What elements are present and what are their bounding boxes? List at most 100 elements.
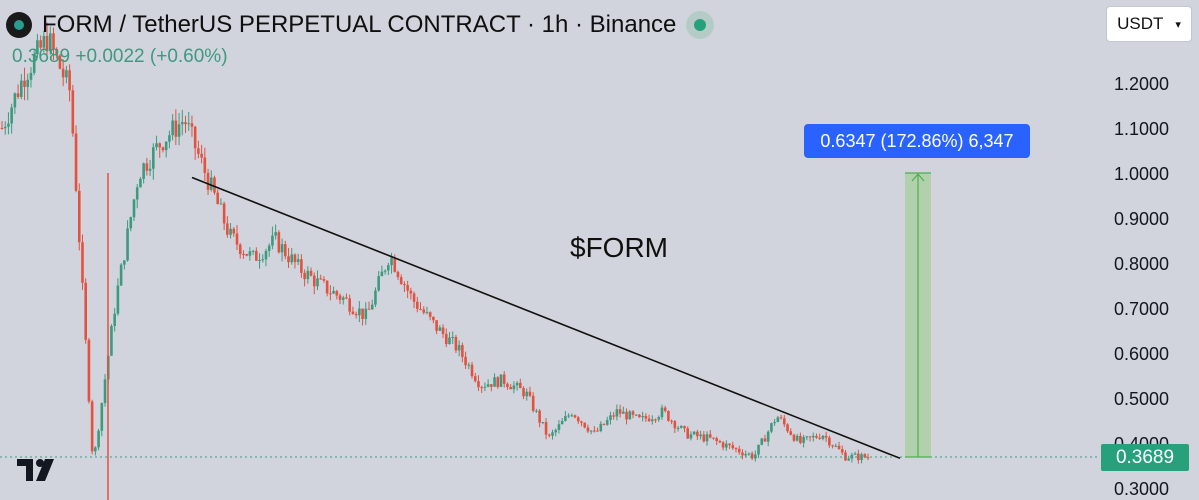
candle-body bbox=[747, 453, 751, 455]
candle-body bbox=[209, 177, 213, 190]
candle-body bbox=[232, 228, 236, 234]
chevron-down-icon: ▾ bbox=[1175, 18, 1181, 31]
candle-body bbox=[477, 381, 480, 388]
candle-body bbox=[190, 123, 194, 127]
candle-body bbox=[754, 454, 757, 459]
candle-body bbox=[155, 143, 158, 148]
candle-body bbox=[519, 382, 522, 389]
candle-body bbox=[322, 279, 326, 281]
y-tick-label: 0.3000 bbox=[1114, 479, 1169, 499]
tradingview-logo[interactable] bbox=[15, 455, 65, 485]
candle-body bbox=[583, 422, 586, 428]
candle-body bbox=[52, 33, 55, 50]
candle-body bbox=[58, 55, 62, 69]
candle-body bbox=[499, 374, 503, 387]
candle-body bbox=[39, 40, 42, 48]
candle-body bbox=[564, 416, 567, 421]
candle-body bbox=[200, 153, 203, 158]
candle-body bbox=[139, 178, 142, 188]
candle-body bbox=[135, 187, 139, 200]
candle-body bbox=[399, 277, 403, 284]
candle-body bbox=[596, 430, 599, 432]
candle-body bbox=[557, 424, 561, 430]
candle-body bbox=[68, 70, 71, 91]
candle-body bbox=[522, 388, 525, 397]
candle-body bbox=[216, 192, 219, 205]
candle-body bbox=[267, 245, 271, 251]
candle-body bbox=[815, 435, 818, 438]
candle-body bbox=[863, 454, 867, 458]
candle-body bbox=[206, 172, 210, 190]
candle-body bbox=[94, 447, 97, 452]
candle-body bbox=[618, 409, 622, 414]
candle-body bbox=[16, 93, 20, 97]
candle-body bbox=[387, 265, 390, 271]
candle-body bbox=[441, 327, 445, 334]
candle-body bbox=[290, 254, 294, 263]
candle-body bbox=[766, 431, 770, 442]
form-coin-logo bbox=[6, 12, 32, 38]
candle-body bbox=[535, 410, 538, 412]
candle-body bbox=[786, 424, 789, 432]
candle-body bbox=[573, 415, 577, 418]
candle-body bbox=[338, 295, 342, 300]
candle-body bbox=[692, 431, 696, 435]
candle-body bbox=[425, 312, 429, 314]
candle-body bbox=[712, 437, 715, 439]
candle-body bbox=[857, 453, 860, 461]
candle-body bbox=[483, 386, 487, 388]
candle-body bbox=[670, 420, 673, 422]
candle-body bbox=[0, 128, 4, 129]
candle-body bbox=[789, 431, 793, 435]
drawings: $FORM bbox=[0, 172, 1100, 460]
candle-body bbox=[605, 420, 609, 425]
candle-body bbox=[348, 298, 351, 312]
chart-annotation[interactable]: $FORM bbox=[570, 232, 668, 263]
candle-body bbox=[448, 337, 451, 345]
candle-body bbox=[454, 336, 458, 351]
candle-body bbox=[300, 259, 303, 273]
candle-body bbox=[728, 443, 731, 446]
candle-body bbox=[316, 278, 319, 287]
candle-body bbox=[55, 49, 59, 56]
candle-body bbox=[358, 308, 361, 316]
y-tick-label: 1.2000 bbox=[1114, 74, 1169, 94]
candle-body bbox=[750, 453, 754, 459]
candle-body bbox=[409, 290, 413, 294]
candle-body bbox=[71, 90, 75, 134]
candle-body bbox=[509, 386, 512, 390]
candle-body bbox=[61, 68, 65, 78]
candle-body bbox=[776, 417, 780, 423]
candle-body bbox=[847, 458, 850, 461]
candle-body bbox=[42, 35, 46, 48]
y-tick-label: 0.6000 bbox=[1114, 344, 1169, 364]
candle-body bbox=[486, 384, 490, 387]
candle-body bbox=[725, 443, 728, 448]
candle-body bbox=[65, 70, 68, 78]
y-tick-label: 1.0000 bbox=[1114, 164, 1169, 184]
candle-body bbox=[197, 148, 200, 154]
candle-body bbox=[390, 257, 393, 266]
candle-body bbox=[779, 417, 783, 419]
candle-body bbox=[242, 254, 245, 256]
currency-select[interactable]: USDT ▾ bbox=[1106, 6, 1192, 42]
symbol-title[interactable]: FORM / TetherUS PERPETUAL CONTRACT · 1h … bbox=[42, 11, 677, 38]
candle-body bbox=[419, 308, 422, 310]
candle-body bbox=[679, 426, 683, 428]
candle-body bbox=[432, 316, 435, 321]
candle-body bbox=[808, 436, 812, 438]
candle-body bbox=[622, 411, 625, 414]
trendline[interactable] bbox=[191, 176, 901, 460]
candle-body bbox=[380, 271, 384, 277]
candle-body bbox=[609, 415, 612, 421]
candle-body bbox=[123, 260, 126, 265]
candle-body bbox=[580, 421, 583, 423]
candle-body bbox=[547, 434, 551, 436]
candle-body bbox=[306, 270, 310, 280]
candle-body bbox=[280, 244, 284, 253]
candle-body bbox=[412, 293, 416, 302]
candle-body bbox=[567, 415, 570, 417]
candle-body bbox=[10, 107, 13, 124]
candle-body bbox=[219, 203, 223, 205]
